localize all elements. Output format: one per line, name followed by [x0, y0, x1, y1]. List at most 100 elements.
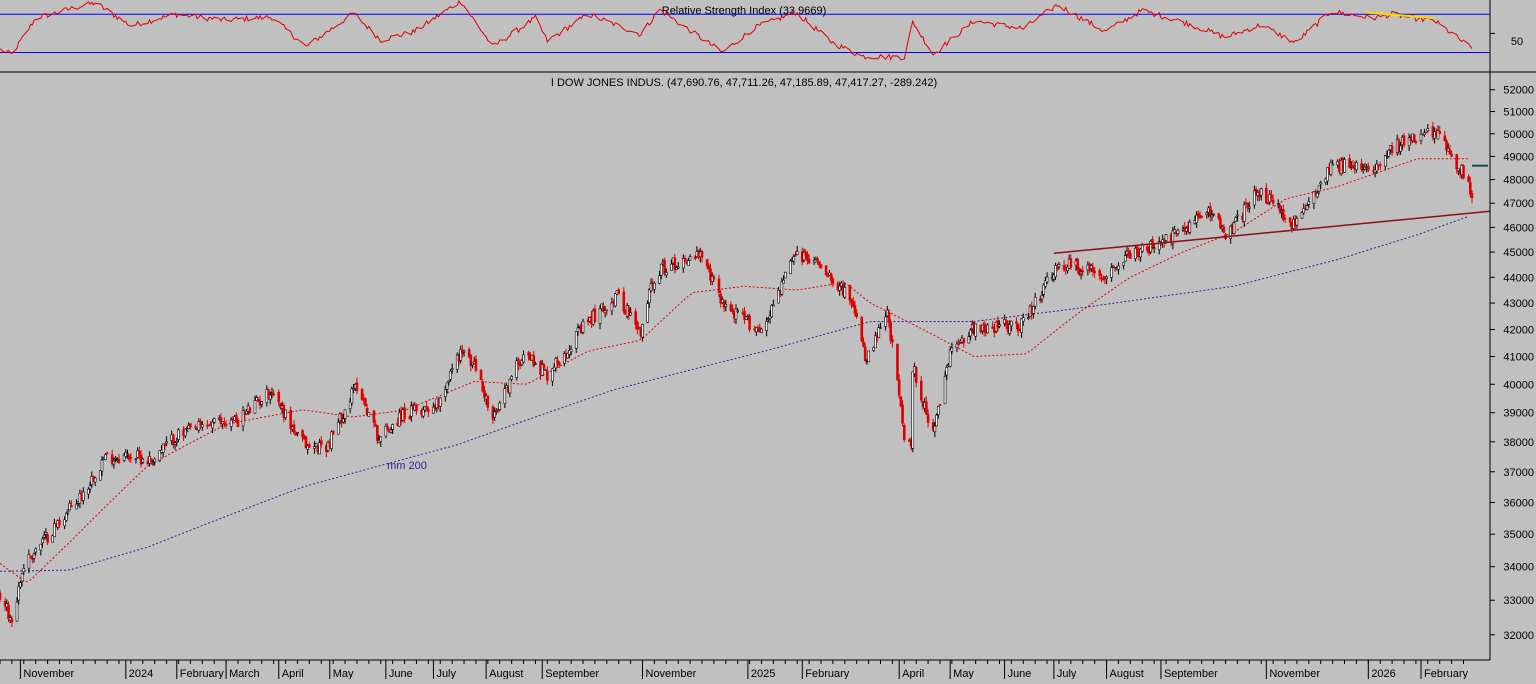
candle-body	[415, 405, 418, 412]
support-trendline	[1053, 210, 1491, 255]
candle-body	[260, 401, 264, 405]
candle-body	[602, 305, 605, 312]
candle-body	[646, 303, 649, 323]
candle-body	[1212, 213, 1215, 216]
candle-body	[447, 380, 451, 383]
candle-body	[641, 324, 644, 338]
candle-body	[806, 254, 809, 261]
candle-body	[1470, 193, 1474, 199]
candle-body	[957, 343, 960, 345]
candle-body	[804, 251, 807, 256]
candle-body	[936, 406, 940, 415]
candle-body	[874, 335, 877, 349]
candle-body	[1387, 149, 1391, 157]
candle-body	[1375, 163, 1379, 172]
candle-body	[617, 289, 621, 295]
candle-body	[105, 452, 109, 455]
candle-body	[469, 354, 473, 367]
x-tick-label: 2024	[129, 668, 153, 679]
candle-body	[926, 414, 930, 423]
candle-body	[1407, 137, 1411, 147]
candle-body	[379, 436, 383, 442]
candle-body	[889, 322, 892, 341]
candle-body	[1098, 270, 1102, 277]
y-tick-label: 37000	[1503, 467, 1534, 479]
candle-body	[1091, 267, 1095, 272]
candle-body	[1069, 258, 1073, 268]
candle-body	[955, 343, 959, 348]
candle-body	[234, 414, 238, 423]
candle-body	[212, 418, 216, 423]
candle-body	[855, 312, 858, 317]
candle-body	[1210, 214, 1214, 218]
candle-body	[568, 350, 571, 355]
y-tick-label: 52000	[1503, 85, 1534, 97]
candle-body	[1367, 166, 1370, 171]
x-tick-label: June	[1008, 668, 1032, 679]
candle-body	[200, 424, 204, 428]
candle-body	[1288, 217, 1292, 223]
candle-body	[1032, 306, 1035, 314]
candle-body	[505, 385, 508, 388]
candle-body	[32, 553, 36, 559]
candle-body	[991, 326, 994, 329]
candle-body	[1302, 208, 1306, 214]
candle-body	[719, 293, 723, 304]
candle-body	[760, 328, 763, 333]
candle-body	[517, 359, 520, 366]
candle-body	[129, 457, 133, 459]
candle-body	[816, 258, 819, 261]
candle-body	[367, 412, 371, 417]
candle-body	[724, 303, 728, 307]
candle-body	[782, 279, 785, 284]
candle-body	[479, 370, 483, 381]
x-tick-label: February	[805, 668, 850, 679]
candle-body	[149, 458, 153, 462]
x-tick-label: February	[1424, 668, 1469, 679]
candle-body	[1378, 164, 1382, 166]
candle-body	[1105, 276, 1108, 279]
candle-body	[755, 327, 758, 333]
candle-body	[408, 416, 411, 419]
candle-body	[542, 364, 546, 369]
y-tick-label: 40000	[1503, 379, 1534, 391]
candle-body	[884, 316, 887, 327]
candle-body	[1419, 133, 1423, 142]
x-tick-label: November	[1269, 668, 1320, 679]
candle-body	[1282, 209, 1285, 221]
candle-body	[427, 409, 430, 412]
candle-body	[51, 535, 54, 543]
candle-body	[1112, 265, 1115, 268]
candle-body	[175, 440, 179, 443]
candle-body	[336, 421, 340, 435]
candle-body	[1399, 145, 1402, 152]
ma200-label: mm 200	[387, 460, 427, 472]
candle-body	[879, 327, 882, 329]
candle-body	[1055, 267, 1059, 269]
candle-body	[853, 305, 857, 315]
candle-body	[748, 315, 751, 330]
candle-body	[783, 271, 787, 279]
candle-body	[682, 258, 685, 269]
candle-body	[629, 312, 632, 316]
candle-body	[780, 281, 784, 295]
y-tick-label: 45000	[1503, 247, 1534, 259]
candle-body	[772, 304, 775, 307]
candle-body	[75, 503, 78, 510]
candle-body	[1110, 267, 1113, 278]
candle-body	[1232, 222, 1236, 234]
candle-body	[887, 311, 891, 323]
candle-body	[253, 399, 257, 414]
candle-body	[1236, 214, 1239, 217]
candle-body	[58, 520, 61, 525]
candle-body	[1377, 165, 1380, 167]
candle-body	[134, 458, 138, 461]
candle-body	[508, 378, 512, 394]
candle-body	[449, 371, 452, 380]
candle-body	[717, 278, 721, 293]
candle-body	[10, 618, 14, 623]
candle-body	[173, 442, 177, 445]
candle-body	[104, 454, 107, 461]
candle-body	[343, 409, 347, 419]
